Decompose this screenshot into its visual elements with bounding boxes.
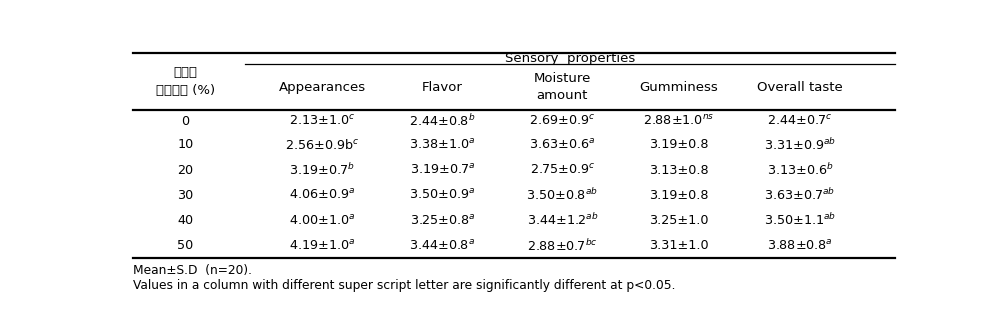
- Text: 4.00±1.0$^{a}$: 4.00±1.0$^{a}$: [289, 214, 356, 228]
- Text: 3.50±0.8$^{ab}$: 3.50±0.8$^{ab}$: [526, 187, 598, 203]
- Text: 4.06±0.9$^{a}$: 4.06±0.9$^{a}$: [289, 188, 356, 202]
- Text: 3.31±1.0: 3.31±1.0: [648, 239, 708, 252]
- Text: 2.69±0.9$^{c}$: 2.69±0.9$^{c}$: [529, 114, 595, 128]
- Text: Mean±S.D  (n=20).: Mean±S.D (n=20).: [133, 264, 252, 277]
- Text: 2.44±0.7$^{c}$: 2.44±0.7$^{c}$: [767, 114, 832, 128]
- Text: Flavor: Flavor: [422, 80, 463, 94]
- Text: 4.19±1.0$^{a}$: 4.19±1.0$^{a}$: [289, 239, 356, 253]
- Text: 2.13±1.0$^{c}$: 2.13±1.0$^{c}$: [289, 114, 356, 128]
- Text: Moisture
amount: Moisture amount: [533, 72, 591, 102]
- Text: 3.25±0.8$^{a}$: 3.25±0.8$^{a}$: [410, 214, 475, 228]
- Text: 40: 40: [177, 214, 194, 227]
- Text: 3.19±0.8: 3.19±0.8: [648, 189, 708, 202]
- Text: 3.13±0.8: 3.13±0.8: [648, 164, 708, 177]
- Text: 3.63±0.6$^{a}$: 3.63±0.6$^{a}$: [529, 138, 595, 152]
- Text: 30: 30: [177, 189, 194, 202]
- Text: 3.25±1.0: 3.25±1.0: [648, 214, 708, 227]
- Text: 3.63±0.7$^{ab}$: 3.63±0.7$^{ab}$: [764, 187, 835, 203]
- Text: Gumminess: Gumminess: [639, 80, 718, 94]
- Text: 2.88±1.0$^{ns}$: 2.88±1.0$^{ns}$: [642, 114, 714, 128]
- Text: 2.88±0.7$^{bc}$: 2.88±0.7$^{bc}$: [527, 238, 597, 254]
- Text: Appearances: Appearances: [279, 80, 366, 94]
- Text: 잡곡의
혼합비율 (%): 잡곡의 혼합비율 (%): [156, 66, 215, 97]
- Text: 3.88±0.8$^{a}$: 3.88±0.8$^{a}$: [767, 239, 833, 253]
- Text: 0: 0: [181, 114, 190, 128]
- Text: 3.19±0.7$^{b}$: 3.19±0.7$^{b}$: [290, 162, 356, 178]
- Text: Overall taste: Overall taste: [757, 80, 843, 94]
- Text: 2.56±0.9b$^{c}$: 2.56±0.9b$^{c}$: [285, 138, 360, 152]
- Text: 3.31±0.9$^{ab}$: 3.31±0.9$^{ab}$: [764, 137, 836, 153]
- Text: 3.50±1.1$^{ab}$: 3.50±1.1$^{ab}$: [764, 213, 836, 229]
- Text: 50: 50: [177, 239, 194, 252]
- Text: 3.19±0.7$^{a}$: 3.19±0.7$^{a}$: [410, 163, 475, 177]
- Text: 20: 20: [177, 164, 194, 177]
- Text: 10: 10: [177, 139, 194, 151]
- Text: 3.50±0.9$^{a}$: 3.50±0.9$^{a}$: [410, 188, 476, 202]
- Text: 3.44±0.8$^{a}$: 3.44±0.8$^{a}$: [410, 239, 476, 253]
- Text: 3.13±0.6$^{b}$: 3.13±0.6$^{b}$: [766, 162, 833, 178]
- Text: 2.75±0.9$^{c}$: 2.75±0.9$^{c}$: [529, 163, 595, 177]
- Text: 3.44±1.2$^{ab}$: 3.44±1.2$^{ab}$: [526, 213, 598, 229]
- Text: 3.19±0.8: 3.19±0.8: [648, 139, 708, 151]
- Text: Values in a column with different super script letter are significantly differen: Values in a column with different super …: [133, 279, 675, 292]
- Text: 2.44±0.8$^{b}$: 2.44±0.8$^{b}$: [410, 113, 476, 129]
- Text: Sensory  properties: Sensory properties: [504, 52, 635, 65]
- Text: 3.38±1.0$^{a}$: 3.38±1.0$^{a}$: [410, 138, 476, 152]
